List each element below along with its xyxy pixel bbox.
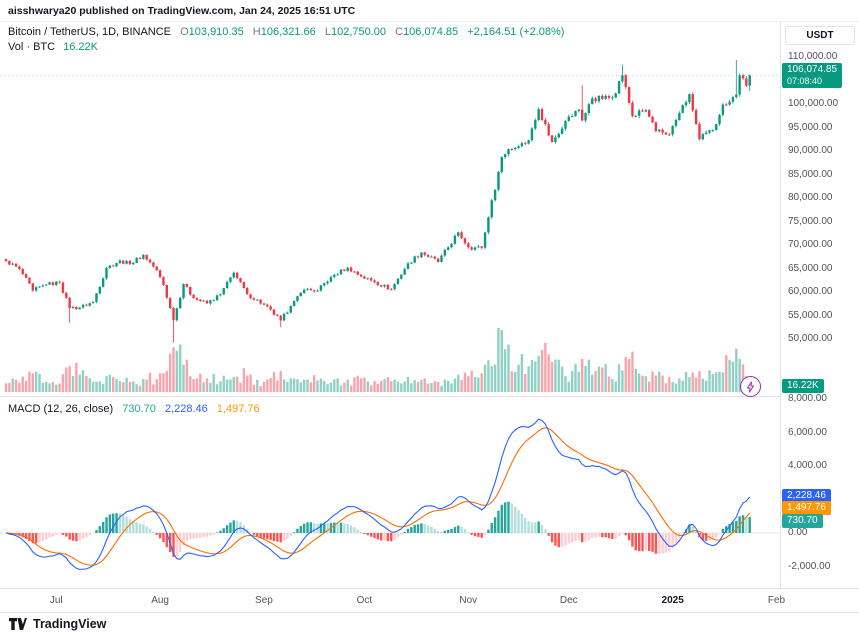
attribution-bar: aisshwarya20 published on TradingView.co… — [0, 0, 859, 22]
time-axis-label: 2025 — [661, 595, 684, 606]
brand-name: TradingView — [33, 617, 107, 631]
price-axis-label: 90,000.00 — [788, 145, 833, 156]
footer-bar: TradingView — [0, 612, 859, 635]
macd-hist-value: 730.70 — [122, 403, 156, 415]
price-axis-label: 80,000.00 — [788, 192, 833, 203]
macd-axis-label: 0.00 — [788, 527, 808, 538]
open-value: 103,910.35 — [188, 26, 244, 38]
close-key: C — [395, 26, 404, 38]
volume-tag: 16.22K — [782, 379, 824, 393]
time-axis-label: Aug — [151, 595, 169, 606]
price-axis-label: 60,000.00 — [788, 286, 833, 297]
attribution-text: aisshwarya20 published on TradingView.co… — [8, 5, 356, 17]
macd-axis-label: 6,000.00 — [788, 426, 827, 438]
close-value: 106,074.85 — [403, 26, 459, 38]
price-axis-label: 110,000.00 — [788, 51, 838, 62]
chart-canvas[interactable] — [0, 22, 780, 588]
price-axis-label: 85,000.00 — [788, 168, 833, 180]
price-axis-label: 75,000.00 — [788, 215, 833, 227]
price-axis-label: 95,000.00 — [788, 121, 833, 133]
price-axis-label: 100,000.00 — [788, 98, 839, 109]
volume-label: Vol · BTC — [8, 41, 56, 53]
low-key: L — [324, 26, 331, 38]
change-value: +2,164.51 (+2.08%) — [467, 26, 565, 38]
open-key: O — [180, 26, 189, 38]
price-axis-label: 70,000.00 — [788, 239, 833, 250]
price-scale[interactable]: USDT 110,000.00 100,000.00 95,000.00 90,000… — [780, 22, 859, 588]
macd-axis-label: 8,000.00 — [788, 393, 827, 404]
price-axis-label: 55,000.00 — [788, 309, 833, 321]
time-axis-label: Feb — [767, 595, 786, 606]
pane-separator[interactable] — [0, 396, 859, 397]
macd-axis-label: 4,000.00 — [788, 460, 827, 471]
current-price-tag: 106,074.85 07:08:40 — [782, 63, 843, 89]
macd-value-tag: 730.70 — [782, 513, 823, 528]
volume-legend[interactable]: Vol · BTC 16.22K — [8, 41, 98, 53]
price-axis-label: 65,000.00 — [788, 262, 833, 274]
time-scale[interactable]: Jul Aug Sep Oct Nov Dec 2025 Feb — [0, 588, 859, 613]
time-axis-label: Jul — [49, 595, 63, 606]
macd-line-value: 2,228.46 — [164, 403, 208, 415]
symbol-legend[interactable]: Bitcoin / TetherUS, 1D, BINANCE O103,910… — [8, 26, 564, 38]
tradingview-logo — [9, 617, 27, 630]
time-axis-label: Oct — [356, 595, 373, 606]
boost-button[interactable] — [740, 376, 761, 397]
macd-title: MACD (12, 26, close) — [8, 403, 114, 415]
price-axis-label: 50,000.00 — [788, 333, 833, 344]
time-axis-label: Dec — [559, 595, 578, 606]
macd-axis-label: -2,000.00 — [788, 560, 831, 572]
low-value: 102,750.00 — [330, 26, 387, 38]
time-axis-label: Nov — [459, 595, 478, 606]
macd-value-tag: 1,497.76 — [782, 500, 831, 515]
high-key: H — [252, 26, 261, 38]
chart-region: Bitcoin / TetherUS, 1D, BINANCE O103,910… — [0, 22, 859, 588]
volume-current-value: 16.22K — [63, 41, 99, 53]
macd-value-tag: 2,228.46 — [782, 488, 831, 503]
currency-toggle-button[interactable]: USDT — [785, 26, 855, 45]
macd-signal-value: 1,497.76 — [216, 403, 260, 415]
lightning-bolt-icon — [746, 381, 754, 392]
time-axis-label: Sep — [255, 595, 273, 606]
symbol-title: Bitcoin / TetherUS, 1D, BINANCE — [8, 26, 172, 38]
high-value: 106,321.66 — [260, 26, 316, 38]
macd-legend[interactable]: MACD (12, 26, close) 730.70 2,228.46 1,4… — [8, 403, 260, 415]
